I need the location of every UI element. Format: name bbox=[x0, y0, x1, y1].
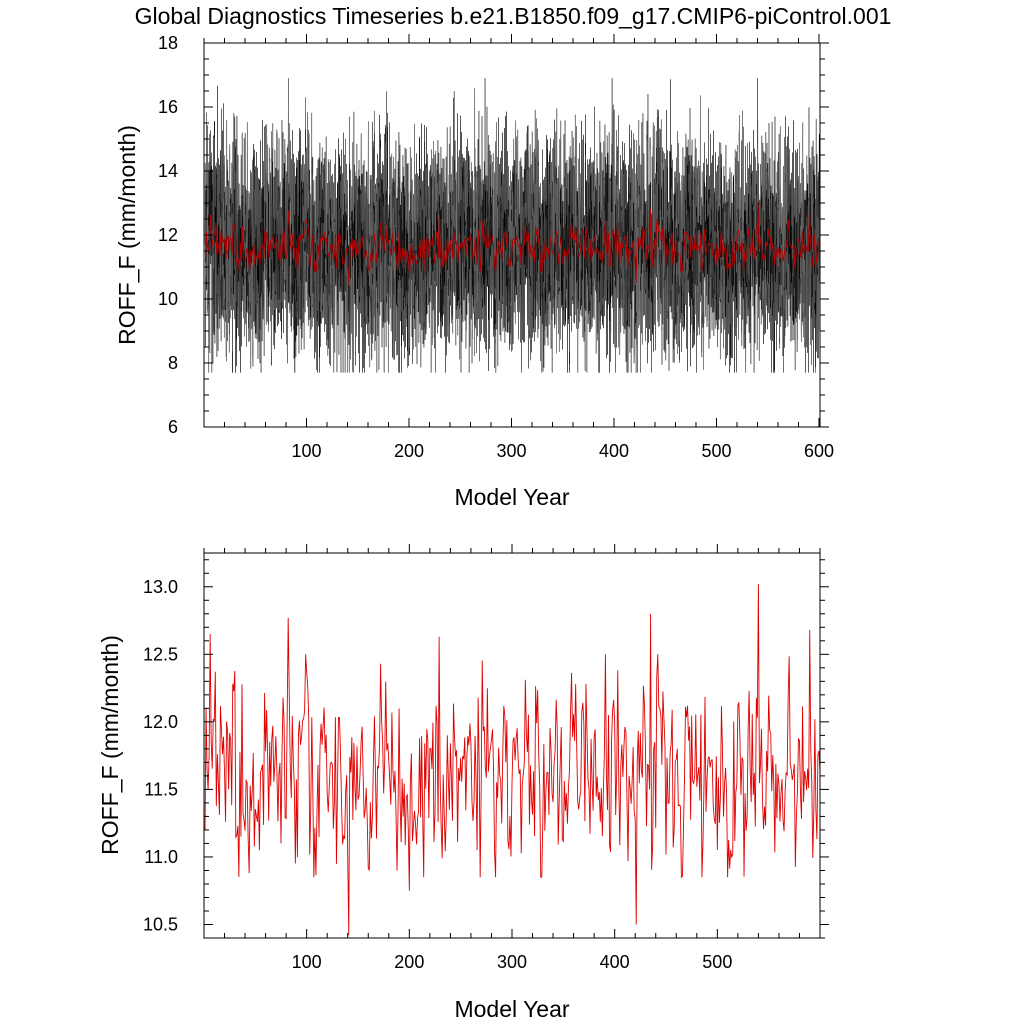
top-y-tick-label: 16 bbox=[158, 97, 178, 117]
top-panel: 100 200 300 400 500 600 6 8 10 12 14 16 18 Model Ye… bbox=[114, 33, 834, 510]
top-annual-series bbox=[205, 202, 820, 286]
top-x-tick-label: 600 bbox=[804, 441, 834, 461]
top-y-axis-label: ROFF_F (mm/month) bbox=[114, 125, 140, 345]
bottom-x-tick-label: 100 bbox=[292, 952, 322, 972]
top-x-axis-label: Model Year bbox=[454, 484, 569, 510]
bottom-y-tick-label: 11.5 bbox=[144, 779, 178, 799]
top-x-tick-label: 300 bbox=[496, 441, 526, 461]
bottom-annual-series bbox=[204, 584, 821, 936]
top-x-tick-label: 500 bbox=[701, 441, 731, 461]
top-y-tick-label: 12 bbox=[158, 225, 178, 245]
top-monthly-series bbox=[204, 78, 821, 373]
chart-title: Global Diagnostics Timeseries b.e21.B185… bbox=[135, 3, 892, 29]
top-x-tick-label: 400 bbox=[599, 441, 629, 461]
top-x-tick-label: 200 bbox=[394, 441, 424, 461]
bottom-annual-line bbox=[204, 584, 821, 936]
top-y-tick-label: 18 bbox=[158, 33, 178, 53]
top-x-tick-label: 100 bbox=[291, 441, 321, 461]
top-y-tick-label: 10 bbox=[158, 289, 178, 309]
bottom-panel: 100 200 300 400 500 10.5 11.0 11.5 12.0 12.5 13.0… bbox=[97, 544, 829, 1022]
bottom-y-axis-label: ROFF_F (mm/month) bbox=[97, 635, 123, 855]
top-y-ticks: 6 8 10 12 14 16 18 bbox=[158, 33, 829, 437]
top-x-ticks: 100 200 300 400 500 600 bbox=[203, 34, 834, 461]
bottom-y-tick-label: 10.5 bbox=[143, 914, 178, 934]
bottom-x-ticks: 100 200 300 400 500 bbox=[203, 544, 821, 972]
bottom-y-tick-label: 13.0 bbox=[143, 577, 178, 597]
top-annual-line bbox=[205, 202, 820, 286]
bottom-y-tick-label: 11.0 bbox=[144, 847, 178, 867]
bottom-x-tick-label: 400 bbox=[600, 952, 630, 972]
top-y-tick-label: 14 bbox=[158, 161, 178, 181]
top-monthly-line bbox=[204, 78, 821, 373]
bottom-x-axis-label: Model Year bbox=[454, 996, 569, 1022]
bottom-y-tick-label: 12.5 bbox=[143, 644, 178, 664]
top-y-tick-label: 8 bbox=[168, 353, 178, 373]
bottom-x-tick-label: 500 bbox=[702, 952, 732, 972]
bottom-x-tick-label: 300 bbox=[497, 952, 527, 972]
bottom-y-ticks: 10.5 11.0 11.5 12.0 12.5 13.0 bbox=[143, 559, 829, 939]
bottom-x-tick-label: 200 bbox=[394, 952, 424, 972]
top-y-tick-label: 6 bbox=[168, 417, 178, 437]
bottom-plot-frame bbox=[203, 552, 821, 939]
bottom-y-tick-label: 12.0 bbox=[143, 712, 178, 732]
